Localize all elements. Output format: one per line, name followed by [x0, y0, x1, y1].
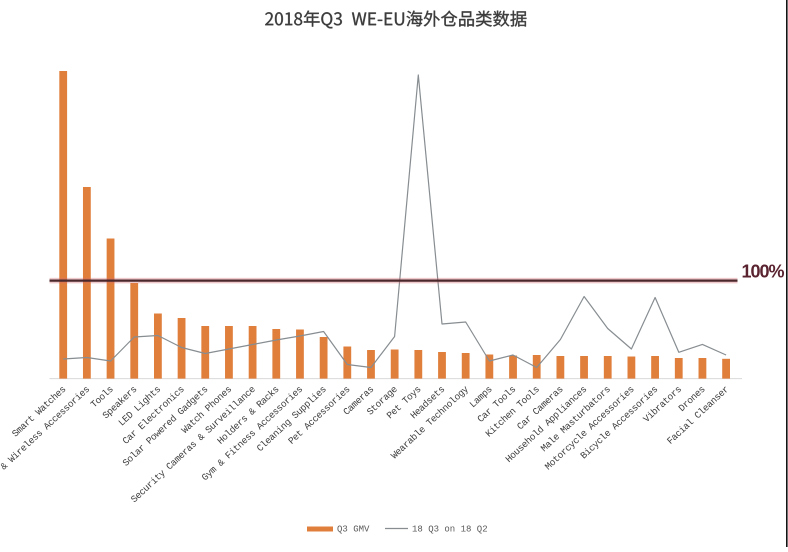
svg-text:Q3 GMV: Q3 GMV	[337, 525, 370, 535]
svg-text:18 Q3 on 18 Q2: 18 Q3 on 18 Q2	[412, 525, 488, 535]
svg-text:100%: 100%	[741, 262, 784, 282]
